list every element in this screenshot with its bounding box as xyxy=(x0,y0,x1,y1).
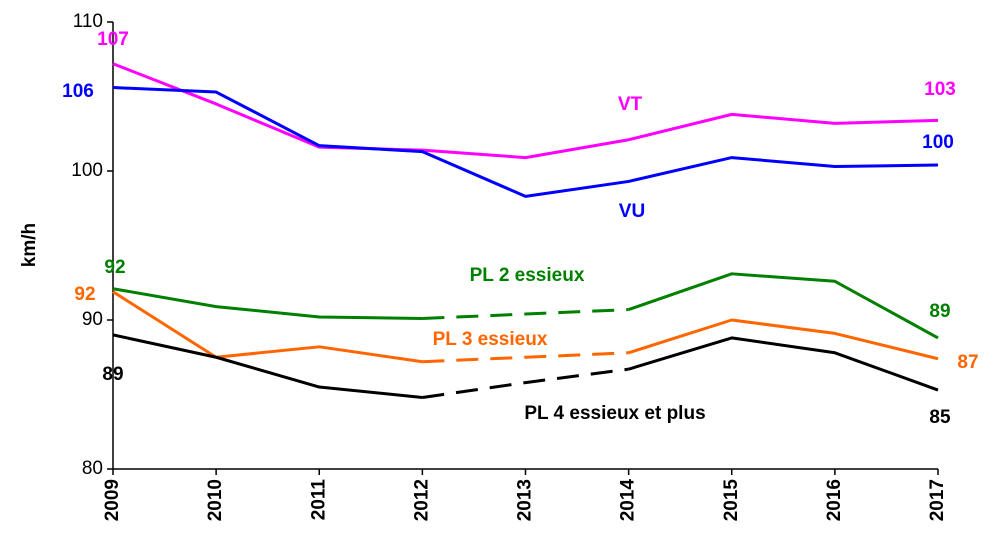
x-tick-label: 2016 xyxy=(824,479,845,521)
series-line xyxy=(112,333,423,399)
series-line-dashed xyxy=(422,308,629,321)
y-tick-label: 90 xyxy=(82,309,103,330)
data-label: 103 xyxy=(924,79,956,100)
series-label: VU xyxy=(619,201,645,222)
series-line-dashed xyxy=(422,351,629,364)
data-label: 106 xyxy=(62,81,94,102)
x-tick-label: 2013 xyxy=(515,479,536,521)
data-label: 92 xyxy=(74,284,95,305)
x-tick-label: 2010 xyxy=(205,479,226,521)
series-line xyxy=(628,336,939,392)
data-label: 87 xyxy=(957,352,978,373)
series-label: VT xyxy=(618,94,643,115)
x-tick-label: 2015 xyxy=(721,479,742,522)
data-label: 107 xyxy=(97,29,129,50)
data-label: 92 xyxy=(104,257,125,278)
y-tick-label: 100 xyxy=(71,160,103,181)
x-tick-label: 2009 xyxy=(102,479,123,521)
series-label: PL 2 essieux xyxy=(470,265,585,286)
data-label: 85 xyxy=(929,407,951,428)
x-tick-label: 2017 xyxy=(927,479,948,521)
series-line xyxy=(112,290,423,364)
x-tick-label: 2012 xyxy=(411,479,432,521)
x-tick-label: 2011 xyxy=(308,479,329,521)
series-line xyxy=(112,287,423,321)
data-label: 89 xyxy=(929,301,950,322)
data-label: 89 xyxy=(102,364,123,385)
series-line xyxy=(112,62,939,160)
x-tick-label: 2014 xyxy=(618,479,639,522)
y-tick-label: 80 xyxy=(82,458,103,479)
data-label: 100 xyxy=(922,132,954,153)
series-line xyxy=(628,272,939,340)
series-line-dashed xyxy=(422,367,629,399)
series-line xyxy=(112,86,939,198)
y-tick-label: 110 xyxy=(73,11,103,32)
series-line xyxy=(628,318,939,361)
series-label: PL 4 essieux et plus xyxy=(524,403,705,424)
y-axis-label: km/h xyxy=(19,223,40,267)
series-label: PL 3 essieux xyxy=(433,329,548,350)
